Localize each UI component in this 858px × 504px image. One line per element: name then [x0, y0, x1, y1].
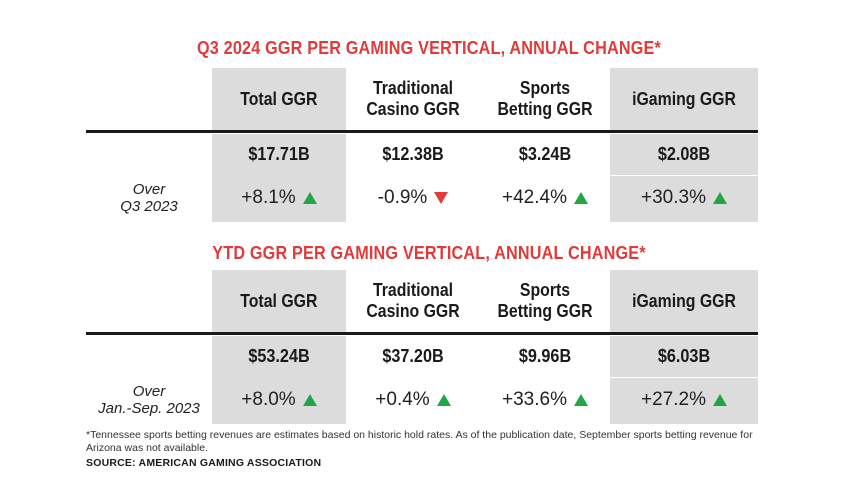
value-sports-betting-ggr: $9.96B	[518, 345, 572, 366]
header-traditional-casino-ggr: Traditional Casino GGR	[366, 78, 460, 119]
header-rule	[86, 130, 758, 133]
value-igaming-ggr: $2.08B	[657, 143, 711, 164]
value-igaming-ggr: $6.03B	[657, 345, 711, 366]
row-divider	[610, 175, 758, 176]
down-arrow-icon	[434, 191, 449, 204]
shade-igaming-header	[610, 68, 758, 130]
row-label: Over Jan.-Sep. 2023	[98, 382, 200, 417]
change-sports-betting-ggr: +33.6%	[480, 375, 610, 424]
value-traditional-casino-ggr: $12.38B	[382, 143, 444, 164]
change-igaming-ggr: +30.3%	[610, 173, 758, 222]
q3-table-title: Q3 2024 GGR PER GAMING VERTICAL, ANNUAL …	[197, 38, 661, 58]
shade-casino-body	[212, 134, 346, 222]
up-arrow-icon	[712, 393, 727, 406]
row-divider	[610, 377, 758, 378]
row-label: Over Q3 2023	[120, 180, 178, 215]
ytd-table-title: YTD GGR PER GAMING VERTICAL, ANNUAL CHAN…	[212, 243, 646, 263]
header-total-ggr: Total GGR	[240, 290, 318, 311]
header-rule	[86, 332, 758, 335]
up-arrow-icon	[436, 393, 451, 406]
value-sports-betting-ggr: $3.24B	[518, 143, 572, 164]
up-arrow-icon	[302, 191, 317, 204]
shade-casino-header	[212, 270, 346, 332]
change-traditional-casino-ggr: -0.9%	[346, 173, 480, 222]
change-sports-betting-ggr: +42.4%	[480, 173, 610, 222]
footnote: *Tennessee sports betting revenues are e…	[86, 429, 753, 454]
change-traditional-casino-ggr: +0.4%	[346, 375, 480, 424]
shade-igaming-header	[610, 270, 758, 332]
header-igaming-ggr: iGaming GGR	[632, 88, 736, 109]
up-arrow-icon	[573, 191, 588, 204]
change-igaming-ggr: +27.2%	[610, 375, 758, 424]
change-total-ggr: +8.1%	[212, 173, 346, 222]
source-line: SOURCE: AMERICAN GAMING ASSOCIATION	[86, 457, 322, 469]
header-traditional-casino-ggr: Traditional Casino GGR	[366, 280, 460, 321]
value-total-ggr: $17.71B	[248, 143, 310, 164]
header-sports-betting-ggr: Sports Betting GGR	[497, 280, 593, 321]
up-arrow-icon	[712, 191, 727, 204]
shade-casino-body	[212, 336, 346, 424]
row-divider	[346, 175, 480, 176]
change-total-ggr: +8.0%	[212, 375, 346, 424]
shade-casino-header	[212, 68, 346, 130]
up-arrow-icon	[573, 393, 588, 406]
header-igaming-ggr: iGaming GGR	[632, 290, 736, 311]
shade-igaming-body	[610, 336, 758, 424]
shade-igaming-body	[610, 134, 758, 222]
row-divider	[346, 377, 480, 378]
value-total-ggr: $53.24B	[248, 345, 310, 366]
header-sports-betting-ggr: Sports Betting GGR	[497, 78, 593, 119]
value-traditional-casino-ggr: $37.20B	[382, 345, 444, 366]
up-arrow-icon	[302, 393, 317, 406]
header-total-ggr: Total GGR	[240, 88, 318, 109]
